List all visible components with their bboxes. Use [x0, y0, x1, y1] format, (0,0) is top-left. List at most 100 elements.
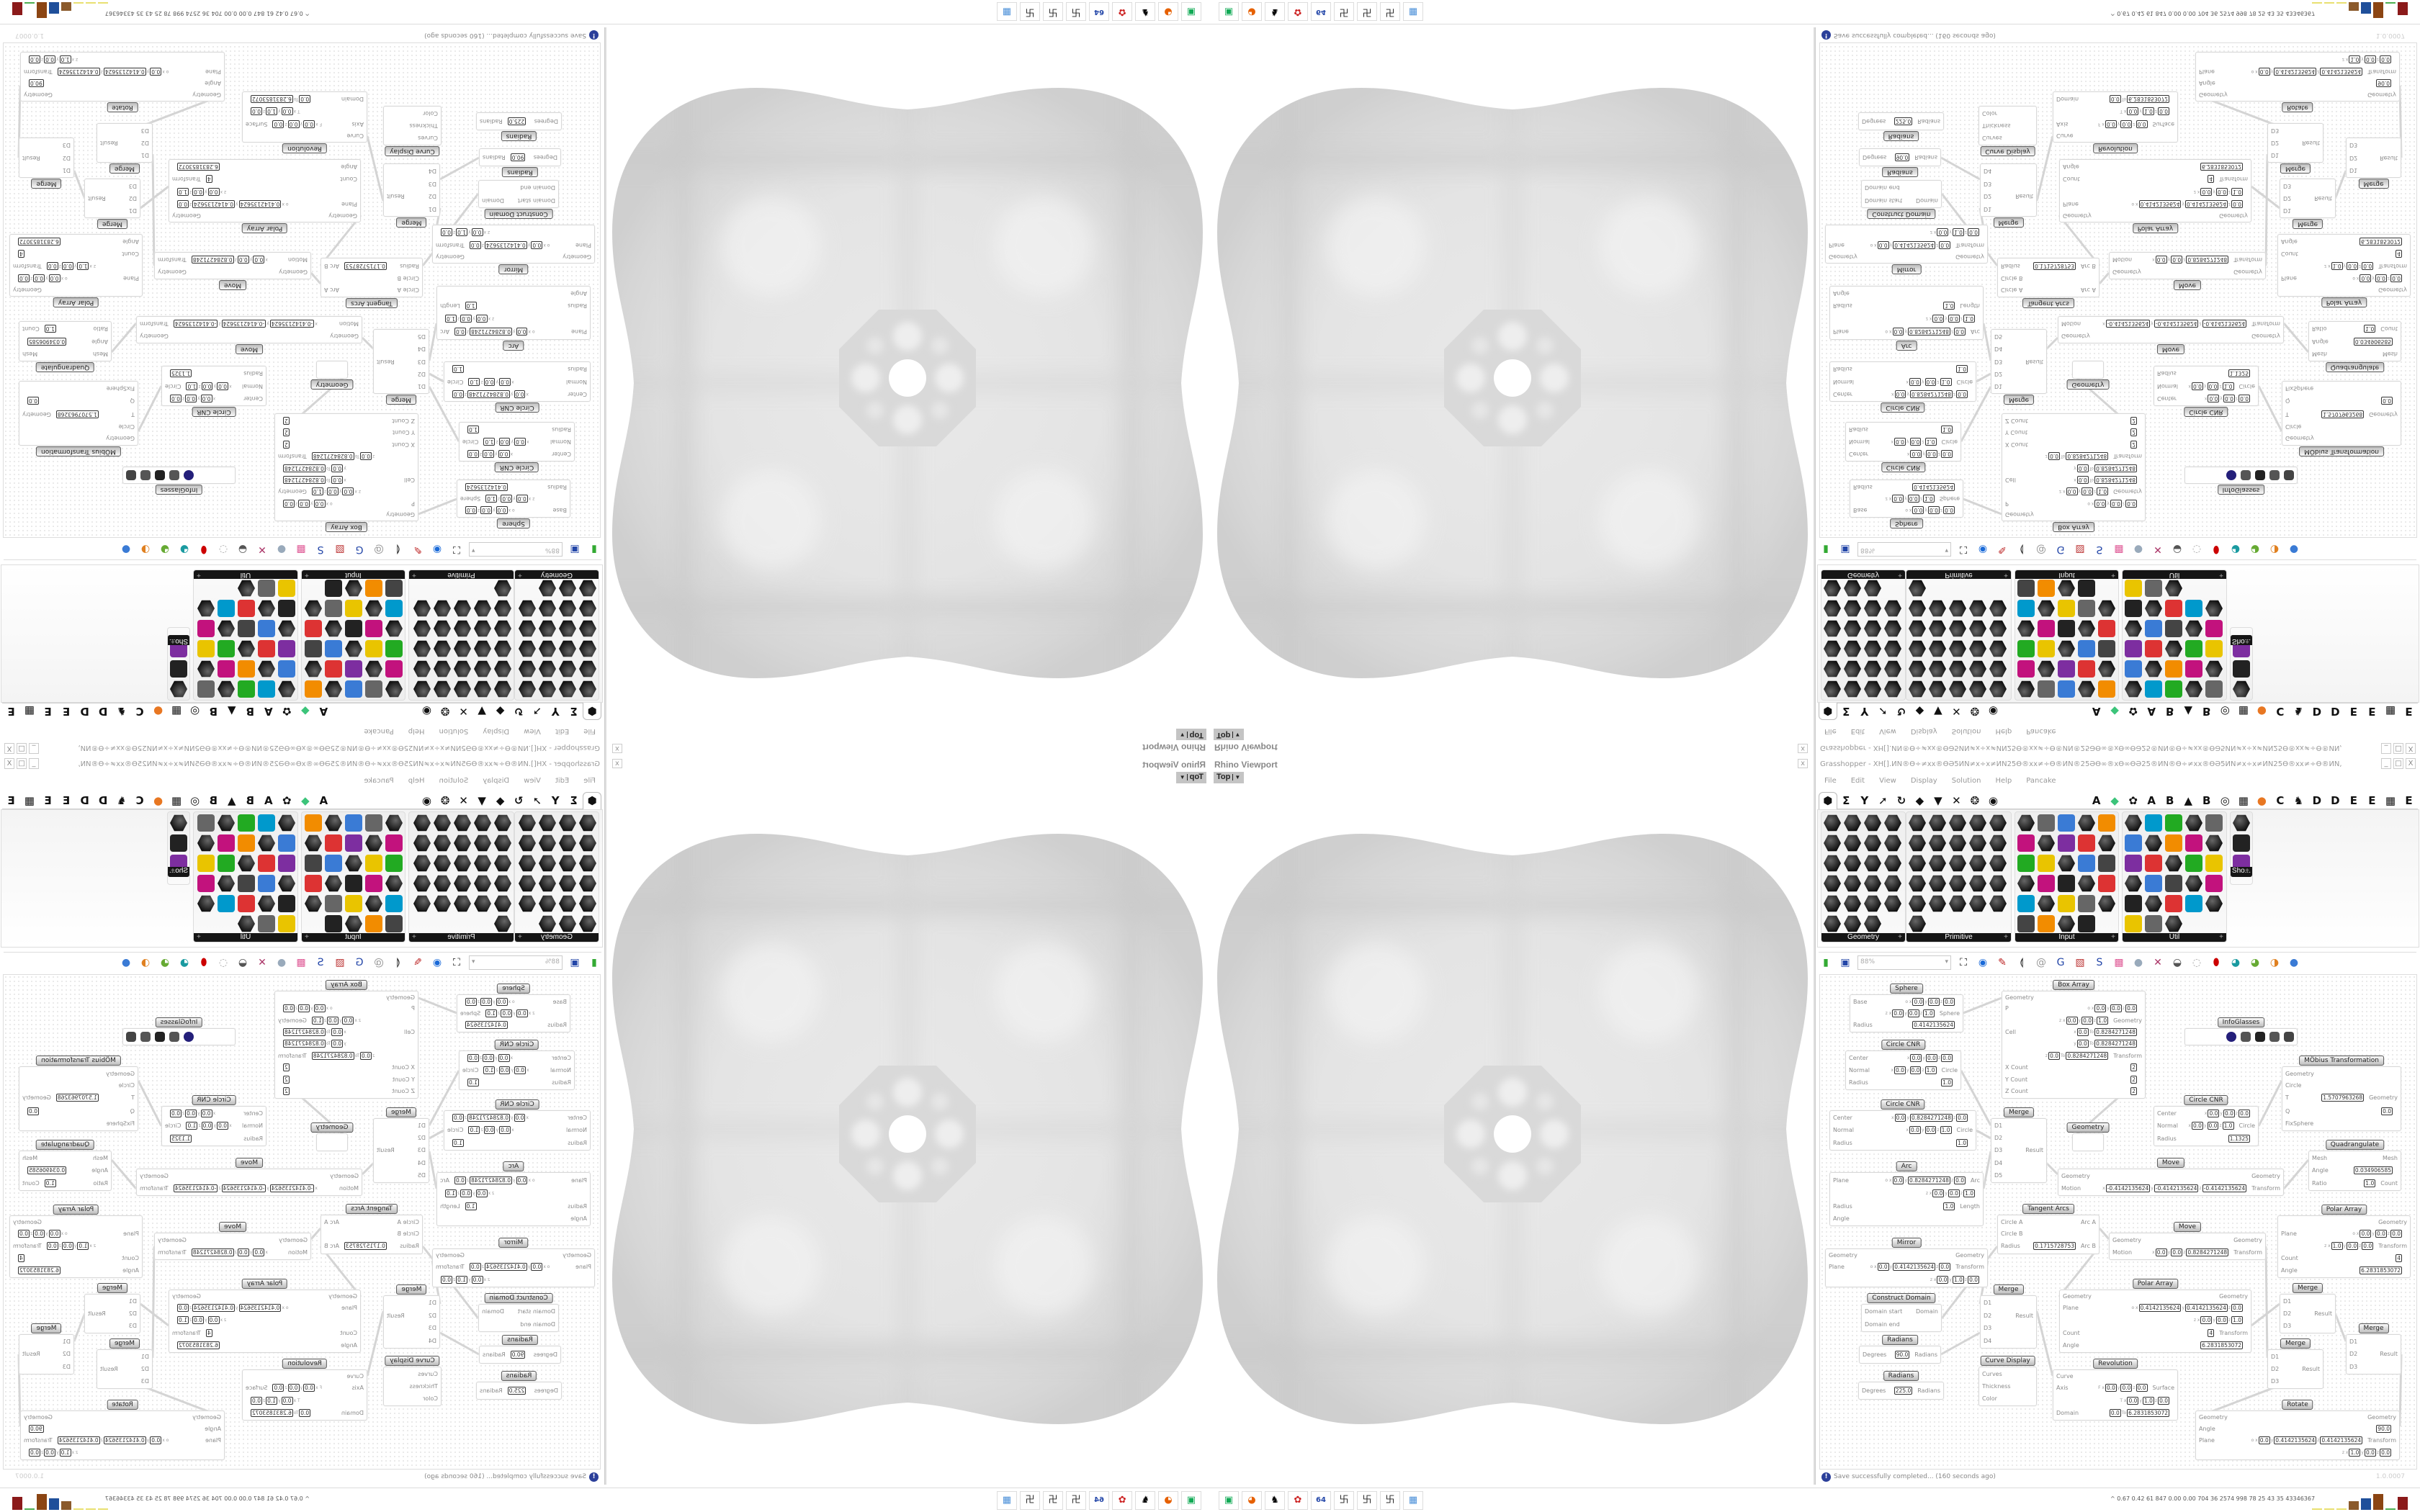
canvas-image-icon[interactable]: ▧: [335, 544, 345, 556]
value-field[interactable]: 0.0: [298, 1004, 310, 1013]
view-selector-dropdown[interactable]: Top▼: [1214, 772, 1244, 783]
component-icon[interactable]: [385, 875, 403, 892]
component-icon[interactable]: [1884, 600, 1901, 617]
component-icon[interactable]: [238, 875, 255, 892]
component-icon[interactable]: [2145, 855, 2162, 872]
component-tab[interactable]: B: [209, 705, 218, 719]
value-field[interactable]: 0.0: [2120, 1384, 2133, 1392]
firefox-icon[interactable]: ◕: [1158, 2, 1178, 21]
component-icon[interactable]: [519, 620, 536, 637]
value-field[interactable]: 0.4142135624: [465, 1021, 508, 1030]
component-icon[interactable]: [2098, 875, 2115, 892]
value-field[interactable]: 0.0: [217, 382, 228, 390]
component-m-bius-transformation[interactable]: Geometry Circle T 1.5707963268 Geometry Q 0.0 F…: [19, 381, 138, 446]
value-field[interactable]: 1.0: [2231, 187, 2243, 196]
value-field[interactable]: 0.0: [2231, 1304, 2243, 1313]
value-field[interactable]: 6.2831853072: [2127, 1408, 2169, 1417]
component-icon[interactable]: [1824, 875, 1841, 892]
component-label[interactable]: Move: [218, 280, 247, 290]
component-icon[interactable]: [2185, 814, 2202, 832]
component-icon[interactable]: [170, 814, 187, 832]
component-icon[interactable]: [2058, 640, 2075, 657]
menu-view[interactable]: View: [524, 727, 541, 735]
component-label[interactable]: Polar Array: [53, 1205, 99, 1215]
component-icon[interactable]: [2058, 580, 2075, 597]
value-field[interactable]: 0.0: [1943, 997, 1955, 1006]
component-icon[interactable]: [539, 855, 556, 872]
value-field[interactable]: 0.0: [514, 1066, 526, 1074]
value-field[interactable]: 0.0: [2120, 120, 2133, 128]
component-label[interactable]: Construct Domain: [484, 1293, 553, 1303]
value-field[interactable]: 0.8284271248: [467, 1114, 510, 1122]
value-field[interactable]: 90.0: [510, 153, 526, 161]
value-field[interactable]: 2: [283, 1063, 290, 1072]
infoglasses-option-icon[interactable]: [155, 470, 165, 480]
component-icon[interactable]: [454, 834, 471, 852]
component-icon[interactable]: [1864, 895, 1881, 912]
value-field[interactable]: 0.4142135624: [1893, 1263, 1936, 1272]
value-field[interactable]: 2: [283, 440, 290, 449]
component-icon[interactable]: [2165, 580, 2182, 597]
value-field[interactable]: 0.1715728753: [2033, 261, 2076, 270]
component-tab[interactable]: D: [2331, 793, 2340, 807]
value-field[interactable]: 0.0: [441, 228, 452, 237]
component-polar-array[interactable]: Geometry Plane o x 0.0 y 0.0 z 0.0 z x 1.0 y 0.0 z 0.…: [2277, 234, 2411, 297]
value-field[interactable]: 0.0: [467, 1054, 479, 1062]
component-icon[interactable]: [2145, 875, 2162, 892]
component-label[interactable]: Curve Display: [1980, 1356, 2035, 1366]
value-field[interactable]: 0.0: [18, 1230, 30, 1238]
menu-file[interactable]: File: [1824, 727, 1837, 735]
value-field[interactable]: 0.8284271248: [2094, 1040, 2137, 1048]
value-field[interactable]: 0.0: [46, 262, 58, 270]
rhino-icon[interactable]: ♞: [1135, 1491, 1155, 1510]
component-icon[interactable]: [2017, 680, 2035, 698]
component-icon[interactable]: [365, 640, 382, 657]
value-field[interactable]: 0.0: [516, 328, 528, 336]
value-field[interactable]: 0.0: [1937, 1275, 1949, 1284]
component-icon[interactable]: [1824, 814, 1841, 832]
value-field[interactable]: 0.0: [460, 1189, 472, 1197]
value-field[interactable]: 1.0: [59, 1449, 71, 1457]
component-icon[interactable]: [218, 600, 235, 617]
panel-label[interactable]: Util: [194, 933, 297, 942]
value-field[interactable]: 1.5707963268: [55, 1094, 99, 1102]
value-field[interactable]: 0.0: [2347, 262, 2359, 270]
component-icon[interactable]: [2185, 640, 2202, 657]
component-tab[interactable]: ⬢: [1819, 703, 1837, 721]
panel-label[interactable]: Input: [302, 570, 405, 579]
wire-cross-icon[interactable]: ✕: [258, 956, 266, 968]
value-field[interactable]: 0.0: [2215, 1316, 2228, 1325]
value-field[interactable]: 0.0: [201, 1122, 213, 1130]
value-field[interactable]: 6.2831853072: [177, 163, 220, 171]
component-icon[interactable]: [2098, 814, 2115, 832]
value-field[interactable]: 0.0: [2081, 487, 2094, 496]
component-tab[interactable]: D: [98, 793, 108, 807]
infoglasses-option-icon[interactable]: [2255, 470, 2265, 480]
component-tab[interactable]: D: [2331, 705, 2340, 719]
bake-icon[interactable]: ⟬: [396, 544, 400, 556]
component-label[interactable]: Arc: [503, 341, 524, 351]
value-field[interactable]: 225.0: [1894, 1387, 1913, 1395]
value-field[interactable]: 0.0: [170, 1110, 182, 1118]
value-field[interactable]: 225.0: [507, 1387, 526, 1395]
component-tab[interactable]: A: [264, 793, 273, 807]
value-field[interactable]: 1.0: [2142, 1396, 2154, 1405]
panel-label[interactable]: Input: [302, 933, 405, 942]
component-icon[interactable]: [434, 875, 451, 892]
component-icon[interactable]: [2145, 814, 2162, 832]
component-icon[interactable]: [345, 620, 362, 637]
preview-red-icon[interactable]: ⬮: [2213, 544, 2220, 556]
rhino-icon[interactable]: ♞: [1135, 2, 1155, 21]
component-label[interactable]: Circle CNR: [1881, 462, 1926, 472]
component-label[interactable]: Radians: [501, 1371, 537, 1381]
value-field[interactable]: 0.4142135624: [484, 1263, 527, 1272]
infoglasses-option-icon[interactable]: [126, 1032, 136, 1042]
component-icon[interactable]: [454, 600, 471, 617]
value-field[interactable]: 0.0: [331, 1028, 344, 1037]
value-field[interactable]: 0.0: [331, 1040, 344, 1048]
component-tab[interactable]: Y: [551, 793, 560, 807]
infoglasses-option-icon[interactable]: [2255, 1032, 2265, 1042]
value-field[interactable]: 0.0: [1927, 997, 1940, 1006]
component-icon[interactable]: [2058, 620, 2075, 637]
component-icon[interactable]: [345, 680, 362, 698]
